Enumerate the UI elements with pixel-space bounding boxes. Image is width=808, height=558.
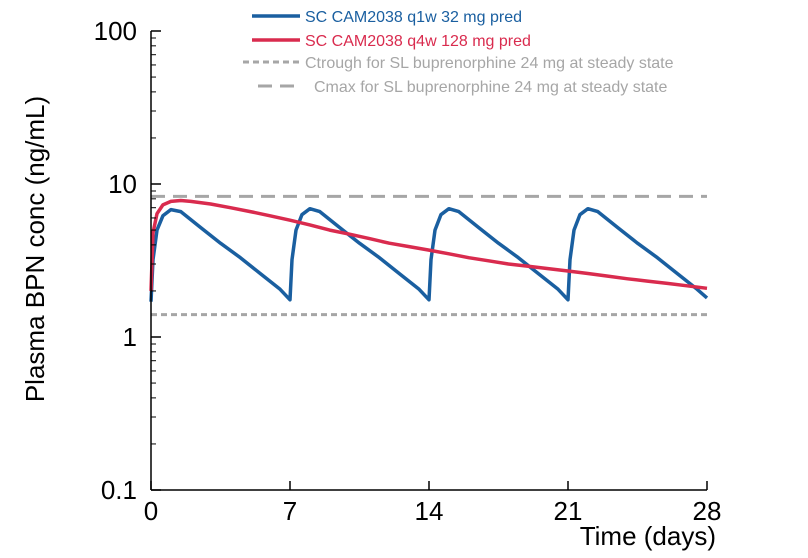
legend-label-3: Ctrough for SL buprenorphine 24 mg at st…: [305, 55, 674, 72]
x-tick-label: 0: [144, 496, 158, 526]
x-tick-label: 14: [415, 496, 444, 526]
legend-label-4: Cmax for SL buprenorphine 24 mg at stead…: [314, 79, 667, 96]
plot-lines: [149, 194, 709, 317]
y-tick-label: 0.1: [101, 475, 137, 505]
y-tick-label: 10: [108, 169, 137, 199]
series-line-2: [149, 198, 708, 291]
x-tick-label: 21: [554, 496, 583, 526]
y-tick-label: 100: [94, 16, 137, 46]
y-tick-label: 1: [123, 322, 137, 352]
axes: 0 7 14 21 28 0.1 1 10 100: [94, 16, 722, 526]
y-axis-label: Plasma BPN conc (ng/mL): [20, 96, 50, 402]
x-axis-label: Time (days): [580, 521, 716, 551]
legend-label-1: SC CAM2038 q1w 32 mg pred: [305, 9, 522, 26]
x-tick-label: 7: [283, 496, 297, 526]
x-tick-label: 28: [693, 496, 722, 526]
series-line-1: [149, 206, 709, 302]
legend-label-2: SC CAM2038 q4w 128 mg pred: [305, 33, 531, 50]
legend: SC CAM2038 q1w 32 mg pred SC CAM2038 q4w …: [243, 9, 674, 96]
